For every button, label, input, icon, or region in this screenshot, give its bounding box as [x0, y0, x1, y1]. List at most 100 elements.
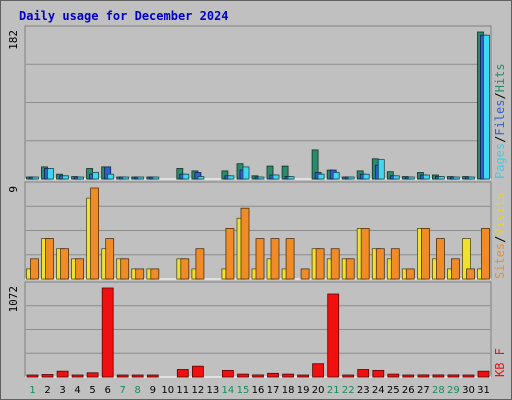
bar-visits-sites-day-31: Sites 31: 5: [481, 227, 490, 280]
bar-visits-sites-day-12: Sites 12: 3: [195, 248, 205, 280]
bar-visits-sites-day-11: Sites 11: 2: [180, 258, 190, 280]
x-tick-label-day-13: 13: [207, 385, 220, 396]
x-tick-label-day-4: 4: [74, 385, 80, 396]
bar-hits-pages-day-14: Pages 14: 4: [227, 175, 235, 180]
bar-hits-pages-day-29: Pages 29: 2: [452, 176, 460, 180]
bar-visits-sites-day-3: Sites 3: 3: [60, 248, 69, 280]
bar-kb-kb-f-day-23: KB F 23: 90: [357, 369, 370, 378]
bar-kb-kb-f-day-25: KB F 25: 35: [387, 373, 400, 378]
x-tick-label-day-22: 22: [342, 385, 355, 396]
x-tick-label-day-6: 6: [105, 385, 111, 396]
panel-hits: 182Hits 1: 2Files 1: 1Pages 1: 1Hits 2: …: [7, 25, 507, 180]
bar-hits-pages-day-9: Pages 9: 1: [152, 176, 160, 180]
x-tick-label-day-27: 27: [417, 385, 430, 396]
bar-visits-sites-day-23: Sites 23: 5: [360, 227, 370, 280]
bar-hits-pages-day-25: Pages 25: 4: [392, 175, 400, 180]
panel-visits: 9Visits 1: 1Sites 1: 2Visits 2: 4Sites 2…: [7, 181, 507, 280]
bar-kb-kb-f-day-12: KB F 12: 130: [191, 365, 204, 378]
bar-kb-kb-f-day-7: KB F 7: 15: [116, 374, 129, 378]
bar-hits-pages-day-24: Pages 24: 24: [377, 159, 385, 180]
x-tick-label-day-29: 29: [447, 385, 460, 396]
bar-kb-kb-f-day-1: KB F 1: 10: [26, 374, 39, 378]
x-tick-label-day-2: 2: [44, 385, 50, 396]
legend-entry: KB: [493, 363, 507, 377]
bar-kb-kb-f-day-30: KB F 30: 15: [462, 374, 475, 378]
bar-visits-sites-day-27: Sites 27: 5: [420, 227, 430, 280]
bar-kb-kb-f-day-3: KB F 3: 70: [56, 370, 69, 378]
y-max-label: 9: [7, 186, 20, 193]
x-tick-label-day-18: 18: [282, 385, 295, 396]
x-tick-label-day-8: 8: [135, 385, 141, 396]
bar-kb-kb-f-day-29: KB F 29: 25: [447, 374, 460, 378]
bar-visits-sites-day-28: Sites 28: 4: [435, 238, 445, 280]
panel-kb: 1072 KB F 1: 10KB F 2: 30KB F 3: 70KB F 4…: [7, 281, 507, 378]
bar-hits-pages-day-7: Pages 7: 1: [122, 176, 130, 180]
x-tick-label-day-16: 16: [252, 385, 265, 396]
bar-hits-pages-day-28: Pages 28: 3: [437, 176, 445, 180]
x-tick-label-day-10: 10: [161, 385, 174, 396]
x-tick-label-day-26: 26: [402, 385, 415, 396]
bar-hits-pages-day-21: Pages 21: 8: [332, 172, 340, 180]
bar-kb-kb-f-day-6: KB F 6: 1072: [101, 287, 114, 378]
bar-visits-sites-day-1: Sites 1: 2: [30, 258, 39, 280]
x-tick-label-day-7: 7: [120, 385, 126, 396]
x-tick-label-day-3: 3: [59, 385, 65, 396]
legend-entry: Pages: [493, 143, 507, 179]
x-tick-label-day-23: 23: [357, 385, 370, 396]
bar-kb-kb-f-day-9: KB F 9: 15: [146, 374, 159, 378]
bar-hits-pages-day-18: Pages 18: 3: [287, 176, 295, 180]
bar-hits-pages-day-20: Pages 20: 6: [317, 173, 325, 180]
bar-visits-sites-day-9: Sites 9: 1: [150, 268, 160, 280]
bar-visits-sites-day-24: Sites 24: 3: [375, 248, 385, 280]
y-max-label: 182: [7, 30, 20, 50]
bar-hits-pages-day-11: Pages 11: 6: [182, 173, 190, 180]
bar-visits-sites-day-18: Sites 18: 4: [285, 238, 295, 280]
bar-hits-pages-day-15: Pages 15: 15: [242, 166, 250, 180]
bar-hits-pages-day-3: Pages 3: 4: [62, 175, 69, 180]
bar-visits-sites-day-19: Sites 19: 1: [300, 268, 310, 280]
bar-hits-pages-day-27: Pages 27: 5: [422, 174, 430, 180]
bar-hits-pages-day-12: Pages 12: 3: [197, 176, 205, 180]
bar-kb-kb-f-day-26: KB F 26: 15: [402, 374, 415, 378]
legend-entry: /: [493, 236, 507, 243]
legend-entry: Visits: [493, 192, 507, 235]
x-tick-label-day-11: 11: [176, 385, 189, 396]
bar-visits-sites-day-25: Sites 25: 3: [390, 248, 400, 280]
bar-hits-pages-day-30: Pages 30: 1: [468, 176, 475, 180]
legend-entry: /: [493, 136, 507, 143]
legend-kb: KB F: [493, 348, 507, 377]
x-tick-label-day-21: 21: [327, 385, 340, 396]
bar-visits-sites-day-8: Sites 8: 1: [135, 268, 145, 280]
bar-hits-pages-day-5: Pages 5: 8: [92, 172, 99, 180]
bar-visits-sites-day-21: Sites 21: 3: [330, 248, 340, 280]
bar-hits-pages-day-23: Pages 23: 6: [362, 173, 370, 180]
x-tick-label-day-17: 17: [267, 385, 280, 396]
bar-kb-kb-f-day-8: KB F 8: 10: [131, 374, 144, 378]
bar-visits-sites-day-20: Sites 20: 3: [315, 248, 325, 280]
bar-hits-pages-day-26: Pages 26: 2: [407, 176, 415, 180]
x-tick-label-day-20: 20: [312, 385, 325, 396]
bar-visits-sites-day-16: Sites 16: 4: [255, 238, 265, 280]
x-tick-label-day-9: 9: [150, 385, 156, 396]
bar-kb-kb-f-day-19: KB F 19: 5: [297, 374, 310, 378]
bar-kb-kb-f-day-11: KB F 11: 90: [176, 369, 189, 378]
bar-visits-sites-day-17: Sites 17: 4: [270, 238, 280, 280]
bar-visits-sites-day-4: Sites 4: 2: [75, 258, 84, 280]
x-tick-label-day-12: 12: [192, 385, 205, 396]
x-tick-label-day-24: 24: [372, 385, 385, 396]
bar-kb-kb-f-day-5: KB F 5: 50: [86, 372, 99, 378]
bar-kb-kb-f-day-20: KB F 20: 160: [312, 363, 325, 378]
bar-kb-kb-f-day-28: KB F 28: 25: [432, 374, 445, 378]
bar-kb-kb-f-day-16: KB F 16: 25: [252, 374, 264, 378]
x-tick-label-day-14: 14: [222, 385, 235, 396]
x-tick-label-day-15: 15: [237, 385, 250, 396]
legend-entry: Files: [493, 100, 507, 136]
chart-title: Daily usage for December 2024: [19, 9, 229, 23]
bar-kb-kb-f-day-22: KB F 22: 20: [342, 374, 355, 378]
bar-visits-sites-day-7: Sites 7: 2: [120, 258, 130, 280]
bar-kb-kb-f-day-14: KB F 14: 80: [221, 369, 234, 378]
x-tick-label-day-28: 28: [432, 385, 445, 396]
bar-visits-sites-day-29: Sites 29: 2: [450, 258, 460, 280]
bar-visits-sites-day-15: Sites 15: 7: [240, 207, 250, 280]
